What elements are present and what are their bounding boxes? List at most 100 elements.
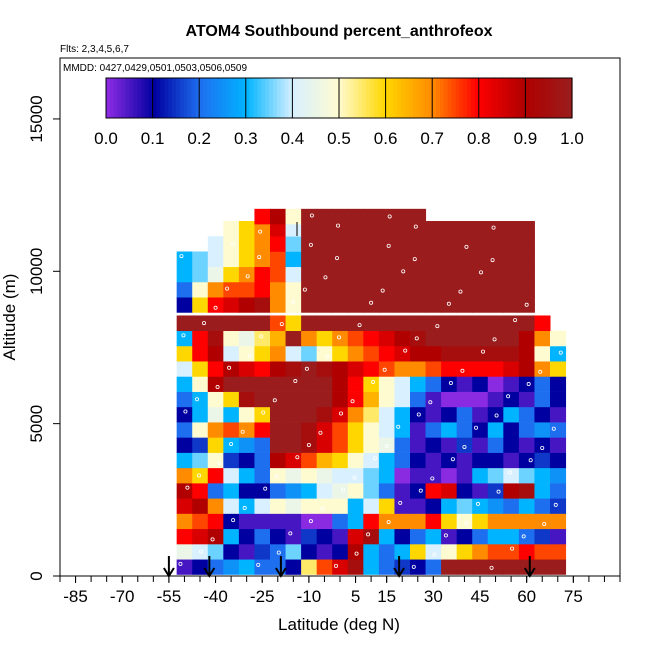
- heat-cell: [270, 251, 287, 268]
- colorbar-swatch: [133, 78, 138, 118]
- y-tick-label: 10000: [27, 248, 46, 295]
- colorbar-swatch: [544, 78, 550, 118]
- heat-cell: [270, 208, 287, 225]
- colorbar-swatch: [241, 78, 247, 118]
- heat-cell: [503, 437, 520, 453]
- sample-point: [506, 394, 511, 399]
- heat-cell: [238, 513, 255, 530]
- heat-cell: [425, 467, 442, 484]
- sample-point: [387, 214, 392, 219]
- sample-point: [373, 456, 378, 461]
- heat-cell: [425, 544, 442, 560]
- y-tick-label: 5000: [27, 405, 46, 443]
- heat-cell: [316, 559, 333, 575]
- sample-point: [288, 531, 293, 536]
- heat-cell: [394, 422, 411, 438]
- heat-cell: [425, 297, 442, 313]
- x-tick-label: 60: [517, 587, 536, 606]
- sample-point: [432, 552, 437, 557]
- heat-cell: [534, 391, 551, 408]
- colorbar-swatch: [249, 78, 255, 118]
- colorbar-swatch: [447, 78, 453, 118]
- flight-marker-arrow: [523, 556, 536, 578]
- heat-cell: [254, 513, 271, 530]
- heat-cell: [223, 315, 240, 332]
- heat-cell: [332, 251, 349, 268]
- heat-cell: [238, 559, 255, 575]
- colorbar-tick-label: 0.5: [327, 129, 351, 148]
- heat-cell: [472, 345, 489, 362]
- heat-cell: [363, 467, 380, 484]
- heat-cell: [254, 483, 271, 499]
- sample-point: [318, 430, 323, 435]
- heat-cell: [472, 483, 489, 499]
- sample-point: [542, 522, 547, 527]
- heat-cell: [503, 406, 520, 423]
- sample-point: [357, 323, 362, 328]
- heat-cell: [332, 236, 349, 252]
- heat-layer: [176, 297, 535, 313]
- sample-point: [524, 302, 529, 307]
- sample-point: [245, 274, 250, 279]
- heat-cell: [378, 452, 395, 469]
- heat-cell: [363, 208, 380, 225]
- colorbar-swatch: [478, 78, 484, 118]
- heat-cell: [285, 544, 302, 560]
- colorbar-swatch: [117, 78, 123, 118]
- heat-cell: [207, 437, 224, 453]
- heat-cell: [534, 315, 551, 332]
- sample-point: [320, 506, 325, 511]
- sample-point: [475, 501, 480, 506]
- heat-cell: [410, 406, 427, 423]
- colorbar-swatch: [269, 78, 274, 118]
- sample-point: [489, 565, 494, 570]
- colorbar-swatch: [517, 78, 523, 118]
- heat-layer: [176, 251, 535, 268]
- sample-point: [538, 369, 543, 374]
- colorbar-swatch: [377, 78, 383, 118]
- heat-cell: [285, 376, 302, 392]
- heat-cell: [472, 498, 489, 514]
- heat-cell: [347, 297, 364, 313]
- heat-cell: [176, 266, 193, 283]
- sample-point: [411, 564, 416, 569]
- heat-cell: [394, 452, 411, 469]
- heat-cell: [410, 513, 427, 530]
- heat-cell: [363, 528, 380, 545]
- sample-point: [460, 368, 465, 373]
- sample-point: [229, 441, 234, 446]
- x-tick-label: 15: [377, 587, 396, 606]
- sample-point: [231, 241, 236, 246]
- x-axis: -85 -70 -55 -40 -25 -10 5 15 30 45 60 75: [59, 576, 621, 606]
- colorbar-swatch: [168, 78, 173, 118]
- heat-cell: [316, 498, 333, 514]
- heat-cell: [223, 330, 240, 347]
- heat-cell: [285, 251, 302, 268]
- x-tick-label: -10: [297, 587, 322, 606]
- heat-layer: [176, 452, 567, 469]
- sample-point: [323, 275, 328, 280]
- heat-layer: [176, 528, 567, 545]
- heat-cell: [550, 559, 567, 575]
- heat-cell: [363, 544, 380, 560]
- heat-cell: [192, 406, 209, 423]
- heat-cell: [347, 376, 364, 392]
- colorbar-tick-label: 0.6: [374, 129, 398, 148]
- heat-layer: [176, 544, 567, 560]
- sample-point: [473, 425, 478, 430]
- colorbar-swatch: [272, 78, 278, 118]
- heat-cell: [176, 544, 193, 560]
- heat-cell: [301, 345, 318, 362]
- flight-marker-arrow: [203, 556, 216, 578]
- sample-point: [247, 353, 252, 358]
- heat-cell: [487, 236, 504, 252]
- heat-cell: [472, 452, 489, 469]
- heat-cell: [378, 236, 395, 252]
- heat-cell: [503, 236, 520, 252]
- colorbar-swatch: [564, 78, 569, 118]
- heat-cell: [456, 345, 473, 362]
- heat-cell: [347, 361, 364, 377]
- heat-cell: [270, 345, 287, 362]
- heat-cell: [332, 281, 349, 298]
- heat-cell: [270, 559, 287, 575]
